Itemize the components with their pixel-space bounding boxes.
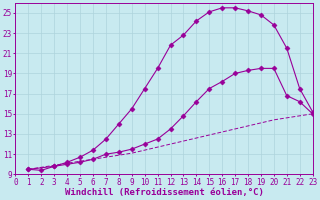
X-axis label: Windchill (Refroidissement éolien,°C): Windchill (Refroidissement éolien,°C) bbox=[65, 188, 263, 197]
